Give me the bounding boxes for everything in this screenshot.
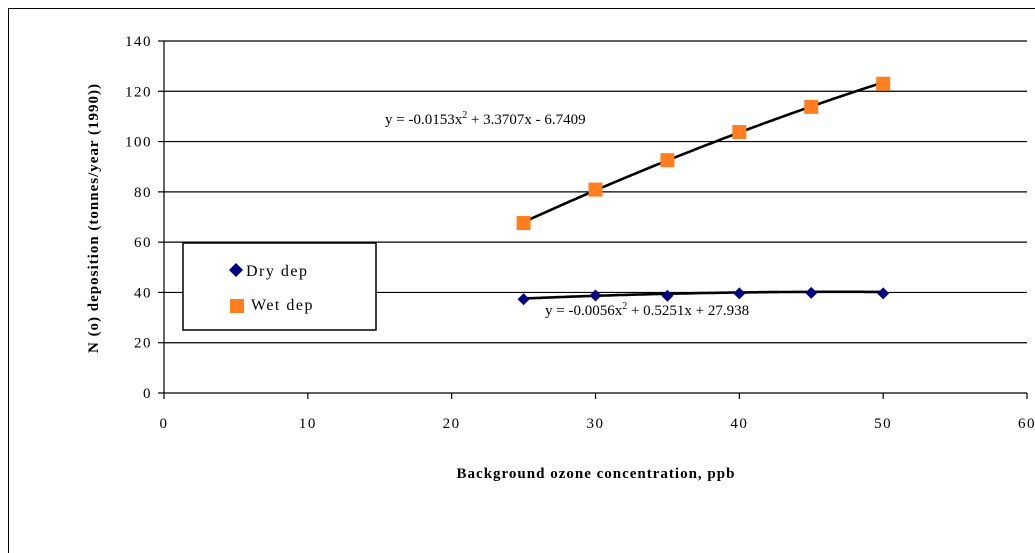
y-tick-label: 120: [125, 84, 152, 100]
x-tick-label: 60: [1018, 416, 1035, 432]
y-tick-label: 40: [134, 285, 152, 301]
x-tick-labels: 0 10 20 30 40 50 60: [160, 393, 1035, 432]
x-tick-label: 20: [443, 416, 461, 432]
legend: Dry dep Wet dep: [183, 243, 376, 330]
data-point-dry: [590, 289, 602, 301]
x-tick-label: 10: [299, 416, 317, 432]
x-tick-label: 0: [160, 416, 169, 432]
data-point-dry: [661, 290, 673, 302]
x-tick-label: 30: [587, 416, 605, 432]
data-point-wet: [804, 100, 818, 114]
data-point-wet: [876, 77, 890, 91]
trendline-wet: [524, 82, 884, 222]
y-axis-title: N (o) deposition (tonnes/year (1990)): [86, 83, 102, 353]
y-tick-label: 20: [134, 336, 152, 352]
y-tick-label: 60: [134, 235, 152, 251]
legend-box: [183, 243, 376, 330]
data-point-dry: [518, 293, 530, 305]
y-tick-labels: 0 20 40 60 80 100 120 140: [125, 34, 164, 402]
data-markers: [517, 77, 891, 305]
data-point-wet: [660, 153, 674, 167]
legend-label-dry: Dry dep: [246, 263, 308, 280]
x-axis-title: Background ozone concentration, ppb: [457, 466, 736, 482]
data-point-wet: [589, 183, 603, 197]
data-point-dry: [805, 287, 817, 299]
x-tick-label: 50: [874, 416, 892, 432]
y-tick-label: 0: [143, 386, 152, 402]
legend-marker-wet: [230, 299, 244, 313]
data-point-dry: [733, 287, 745, 299]
y-tick-label: 100: [125, 135, 152, 151]
y-tick-label: 140: [125, 34, 152, 50]
legend-label-wet: Wet dep: [251, 297, 314, 314]
data-point-dry: [877, 287, 889, 299]
y-tick-label: 80: [134, 185, 152, 201]
axes: [164, 41, 1027, 393]
equation-dry: y = -0.0056x2 + 0.5251x + 27.938: [545, 301, 749, 319]
equation-wet: y = -0.0153x2 + 3.3707x - 6.7409: [385, 110, 586, 128]
x-tick-label: 40: [730, 416, 748, 432]
data-point-wet: [732, 125, 746, 139]
data-point-wet: [517, 216, 531, 230]
